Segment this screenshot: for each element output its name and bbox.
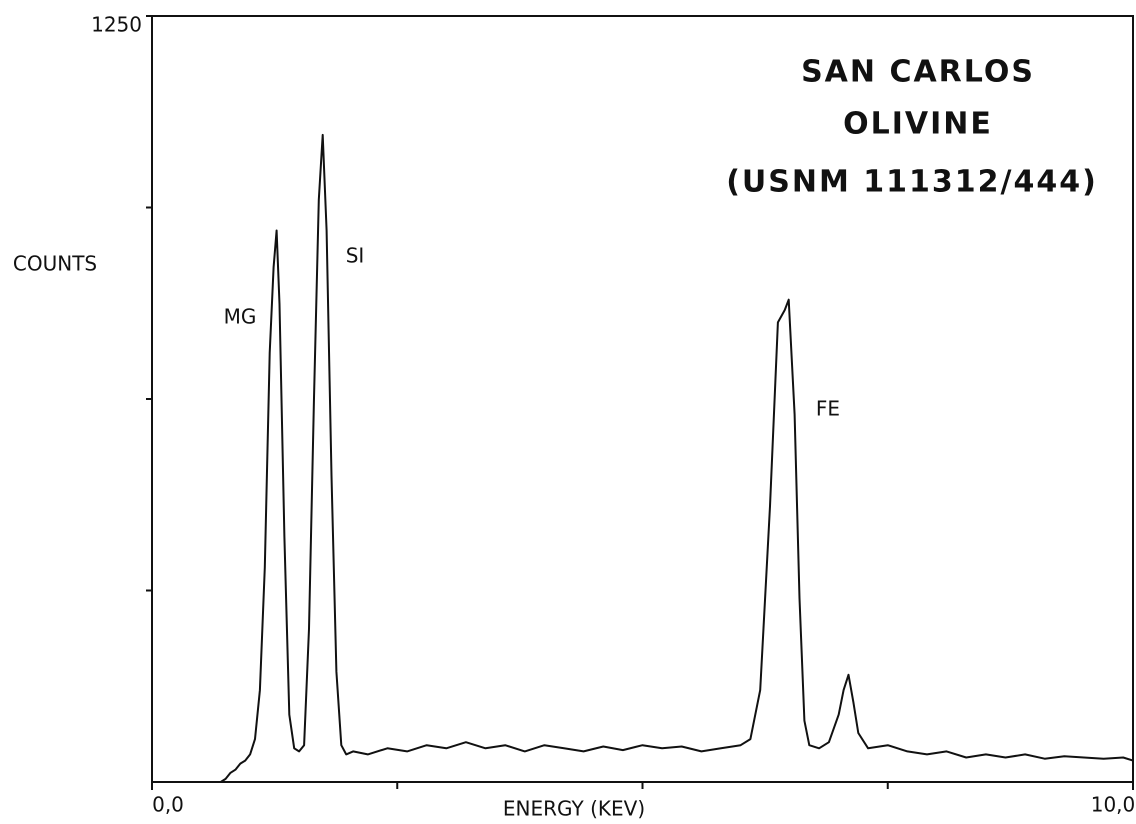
x-tick-label: 0,0 — [152, 793, 184, 817]
chart-title: SAN CARLOS — [801, 55, 1035, 90]
x-tick-label: 10,0 — [1091, 793, 1136, 817]
peak-label: FE — [816, 397, 840, 421]
peak-label: SI — [346, 244, 365, 268]
x-axis-label: ENERGY (KEV) — [503, 797, 645, 821]
chart-title: OLIVINE — [843, 107, 993, 142]
spectrum-line — [220, 133, 1134, 783]
y-tick-label: 1250 — [91, 13, 142, 37]
y-axis-label: COUNTS — [13, 252, 97, 276]
chart-title: (USNM 111312/444) — [726, 165, 1098, 200]
peak-label: MG — [224, 305, 257, 329]
